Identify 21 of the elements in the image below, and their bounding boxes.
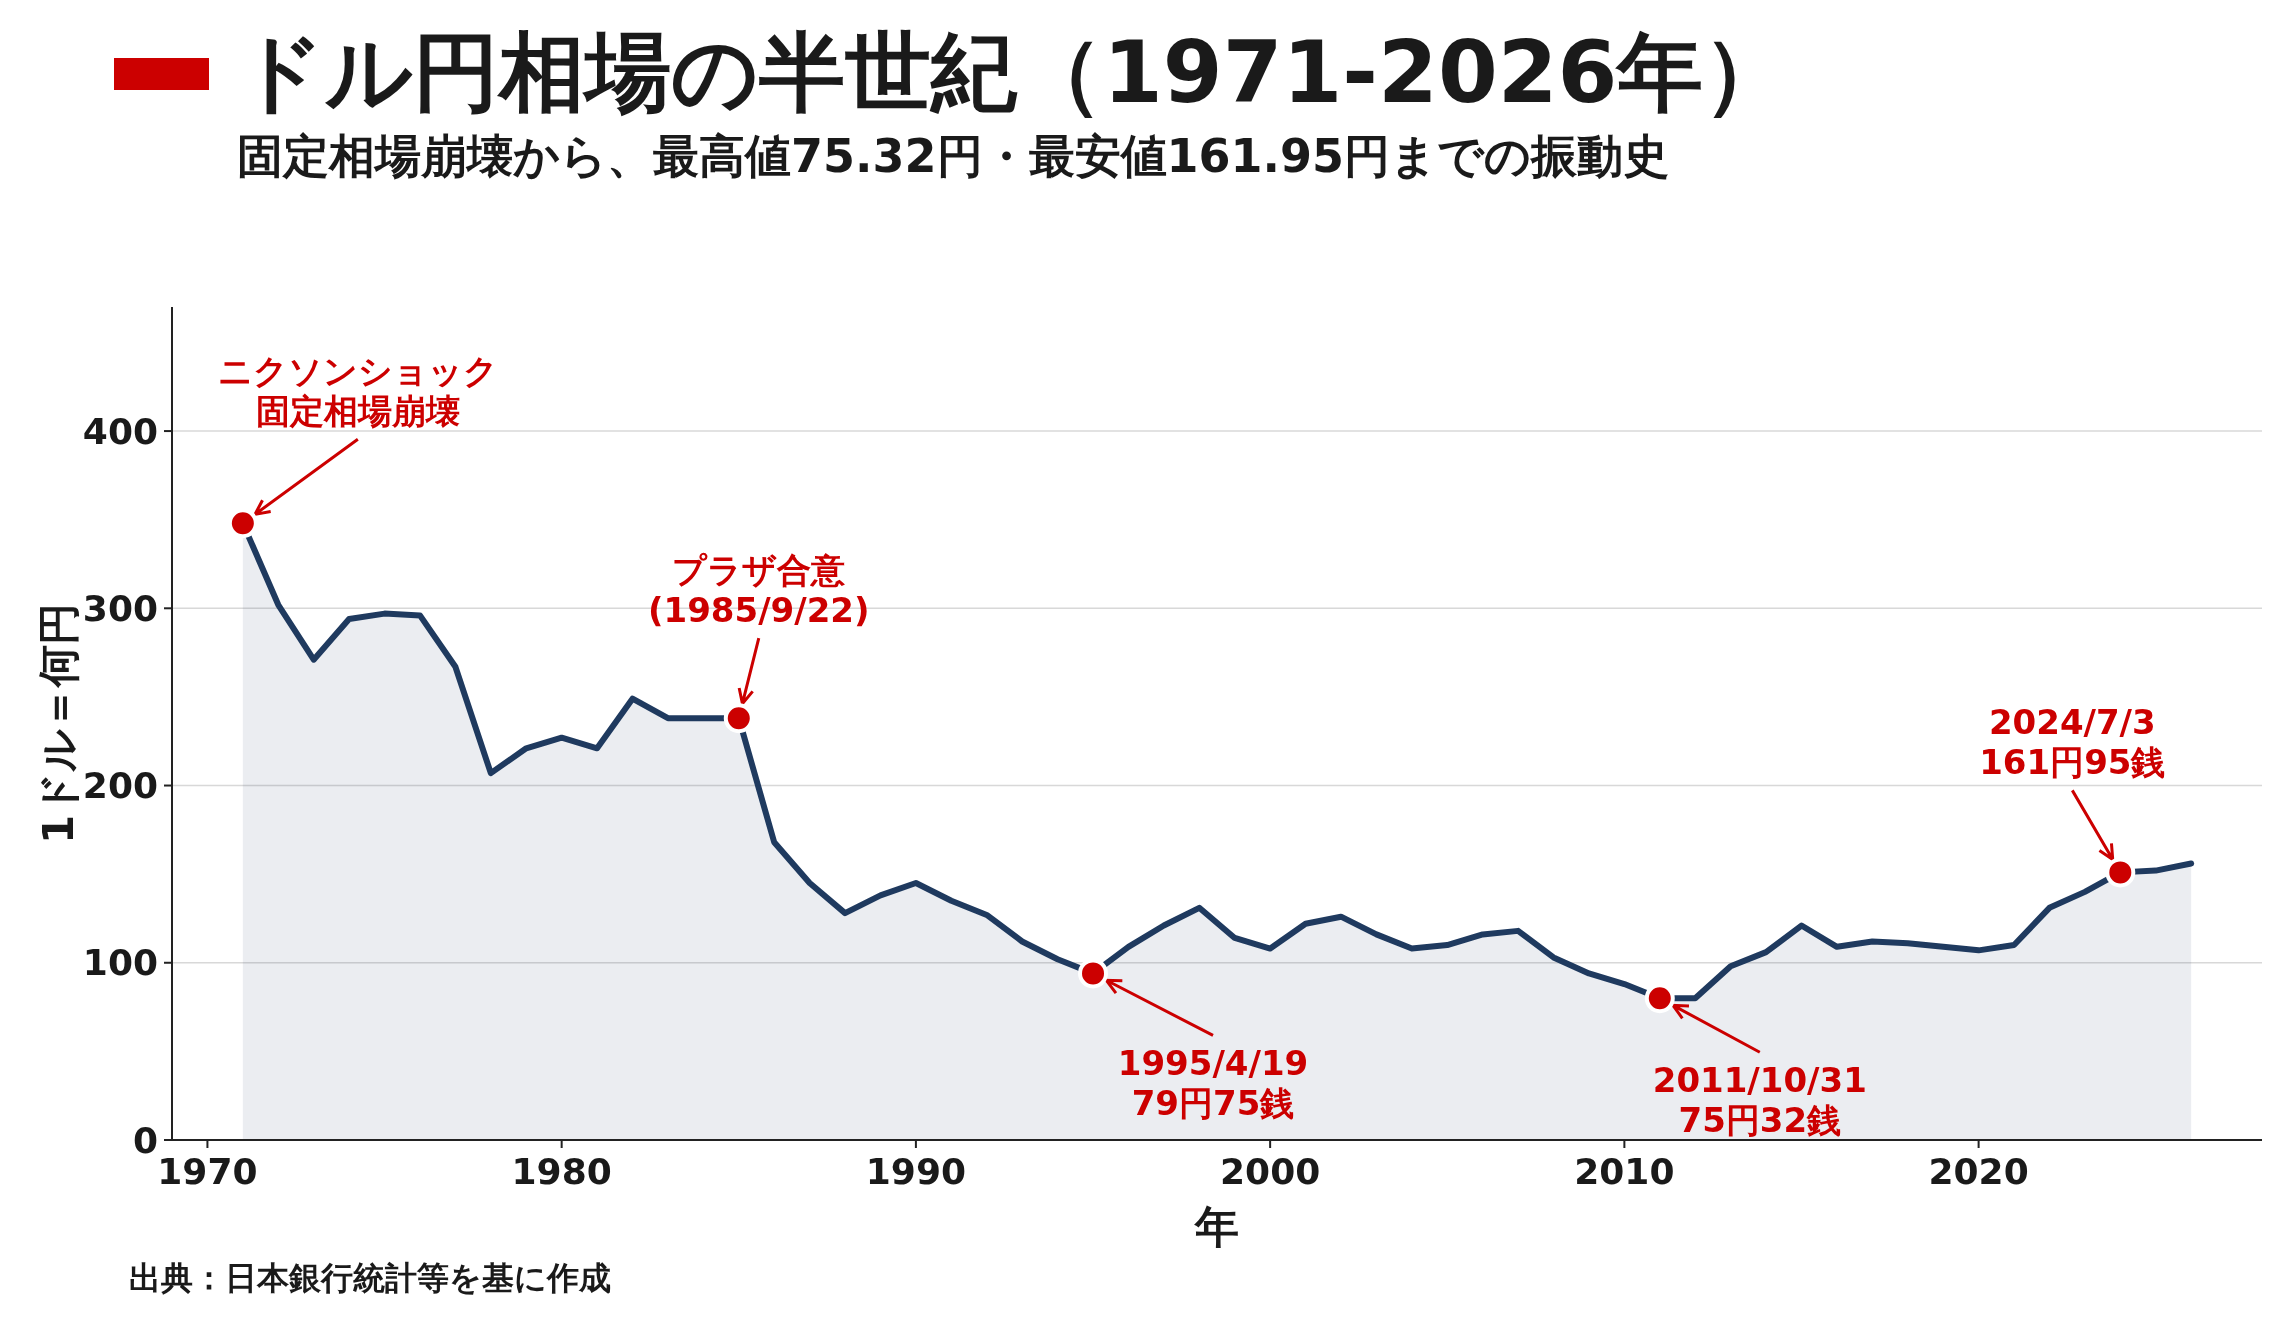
y-tick-label: 200 [82, 765, 158, 807]
annotation: 1995/4/19 79円75銭 [1117, 1043, 1309, 1124]
x-tick-label: 1980 [511, 1151, 612, 1192]
x-tick-label: 1970 [157, 1151, 258, 1192]
x-tick-label: 2010 [1574, 1151, 1675, 1192]
y-axis-title: 1ドル＝何円 [33, 602, 83, 845]
annotation: 2024/7/3 161円95銭 [1979, 702, 2166, 783]
x-tick-label: 2020 [1928, 1151, 2029, 1192]
source-note: 出典：日本銀行統計等を基に作成 [129, 1259, 611, 1297]
annotation: 2011/10/31 75円32銭 [1652, 1060, 1867, 1141]
y-tick-label: 0 [132, 1119, 158, 1161]
y-tick-label: 400 [82, 410, 158, 452]
chart-subtitle: 固定相場崩壊から、最高値75.32円・最安値161.95円までの振動史 [237, 129, 1670, 183]
y-tick-label: 300 [82, 587, 158, 629]
chart-title: ドル円相場の半世紀（1971-2026年） [237, 22, 1790, 122]
x-tick-label: 1990 [865, 1151, 966, 1192]
x-axis-title: 年 [1194, 1201, 1239, 1252]
annotation: ニクソンショック固定相場崩壊 [217, 351, 498, 432]
annotation: プラザ合意 (1985/9/22) [648, 550, 870, 631]
y-tick-label: 100 [82, 942, 158, 984]
x-tick-label: 2000 [1220, 1151, 1321, 1192]
